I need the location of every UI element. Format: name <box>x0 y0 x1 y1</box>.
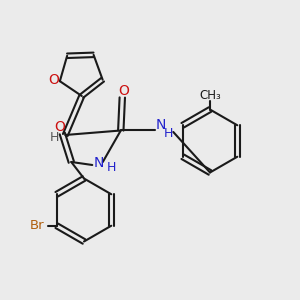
Text: H: H <box>50 131 59 145</box>
Text: O: O <box>118 84 129 98</box>
Text: N: N <box>94 157 104 170</box>
Text: CH₃: CH₃ <box>199 88 221 102</box>
Text: N: N <box>155 118 166 132</box>
Text: O: O <box>48 73 59 87</box>
Text: H: H <box>106 161 116 175</box>
Text: H: H <box>164 127 173 140</box>
Text: Br: Br <box>30 219 44 232</box>
Text: O: O <box>54 121 65 134</box>
